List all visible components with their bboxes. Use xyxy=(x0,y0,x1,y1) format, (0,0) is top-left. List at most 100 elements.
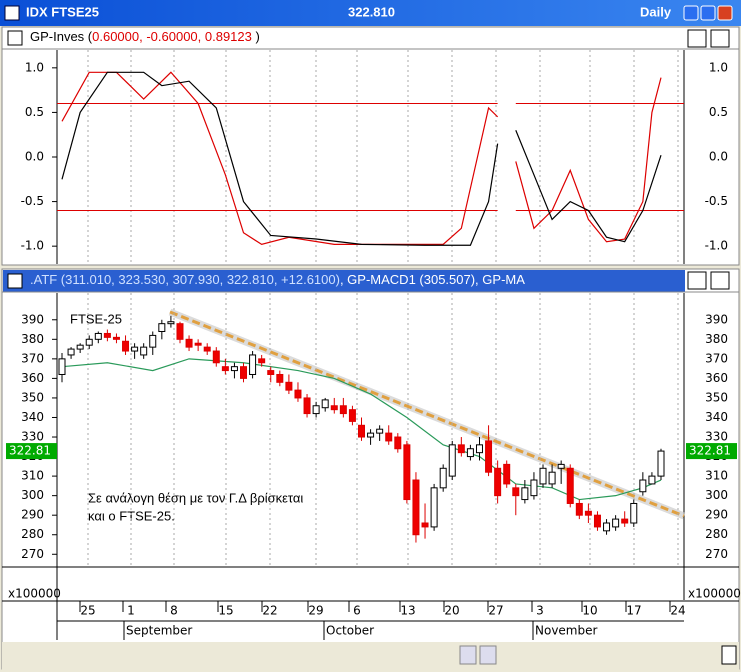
price-header-bg xyxy=(3,270,685,292)
candle-body xyxy=(448,444,456,477)
y-tick-label: 370 xyxy=(705,351,728,365)
candle-body xyxy=(67,348,75,356)
y-tick-label: 1.0 xyxy=(25,60,44,74)
candle-body xyxy=(603,522,611,532)
y-tick-label: 290 xyxy=(21,508,44,522)
oscillator-header: GP-Inves (0.60000, -0.60000, 0.89123 ) xyxy=(30,29,260,44)
candle-body xyxy=(321,399,329,409)
candle-body xyxy=(294,389,302,399)
month-label: November xyxy=(535,624,597,638)
candle-body xyxy=(503,463,511,485)
pane-max-button[interactable] xyxy=(687,29,707,48)
candle-body xyxy=(85,338,93,346)
candle-body xyxy=(648,475,656,485)
volume-unit: x100000 xyxy=(688,587,741,601)
date-label: 27 xyxy=(488,604,503,618)
last-price-label: 322.81 xyxy=(689,444,731,458)
date-label: 6 xyxy=(353,604,361,618)
maximize-button[interactable] xyxy=(700,5,716,21)
date-label: 3 xyxy=(536,604,544,618)
candle-body xyxy=(376,428,384,434)
candle-body xyxy=(303,397,311,415)
candle-body xyxy=(330,405,338,411)
window-period: Daily xyxy=(640,4,672,19)
candle-body xyxy=(312,405,320,415)
y-tick-label: 390 xyxy=(21,312,44,326)
candle-body xyxy=(339,405,347,415)
minimize-button[interactable] xyxy=(683,5,699,21)
candle-body xyxy=(485,440,493,473)
title-bar xyxy=(0,0,741,26)
y-tick-label: 270 xyxy=(21,547,44,561)
date-label: 15 xyxy=(218,604,233,618)
y-tick-label: 270 xyxy=(705,547,728,561)
y-tick-label: 300 xyxy=(21,488,44,502)
date-label: 22 xyxy=(262,604,277,618)
candle-body xyxy=(421,522,429,528)
date-label: 24 xyxy=(670,604,685,618)
atf-header: .ATF (311.010, 323.530, 307.930, 322.810… xyxy=(30,272,340,287)
last-price-label: 322.81 xyxy=(9,444,51,458)
y-tick-label: 350 xyxy=(705,390,728,404)
candle-body xyxy=(466,448,474,458)
y-tick-label: 280 xyxy=(21,527,44,541)
trendline xyxy=(169,310,685,518)
osc-params: 0.60000, -0.60000, 0.89123 xyxy=(92,29,252,44)
month-label: October xyxy=(326,624,374,638)
y-tick-label: -0.5 xyxy=(21,194,44,208)
candle-body xyxy=(584,510,592,516)
y-tick-label: 0.0 xyxy=(25,150,44,164)
candle-body xyxy=(94,332,102,340)
candle-body xyxy=(412,479,420,536)
candle-body xyxy=(521,487,529,501)
osc-black-line xyxy=(61,71,499,246)
osc-name: GP-Inves ( xyxy=(30,29,93,44)
y-tick-label: -1.0 xyxy=(21,239,44,253)
candle-body xyxy=(76,344,84,350)
candle-body xyxy=(158,323,166,332)
candle-body xyxy=(131,346,139,352)
candle-body xyxy=(103,332,111,338)
osc-red-line xyxy=(61,71,499,246)
y-tick-label: 360 xyxy=(21,371,44,385)
candle-body xyxy=(612,518,620,528)
y-tick-label: 370 xyxy=(21,351,44,365)
y-tick-label: 0.0 xyxy=(709,150,728,164)
y-tick-label: 310 xyxy=(21,469,44,483)
ma-line xyxy=(61,358,662,501)
candle-body xyxy=(430,487,438,528)
app-icon xyxy=(4,5,20,21)
close-button[interactable] xyxy=(717,5,733,21)
osc-close: ) xyxy=(252,29,260,44)
y-tick-label: 330 xyxy=(705,430,728,444)
candle-body xyxy=(548,471,556,485)
date-label: 10 xyxy=(582,604,597,618)
annotation: και ο FTSE-25. xyxy=(88,508,175,523)
date-label: 13 xyxy=(400,604,415,618)
osc-red-line xyxy=(515,77,662,243)
candle-body xyxy=(367,432,375,438)
tool-button[interactable] xyxy=(721,645,737,665)
y-tick-label: 340 xyxy=(21,410,44,424)
candle-body xyxy=(630,502,638,524)
pane-close-button[interactable] xyxy=(710,29,730,48)
tool-strip[interactable] xyxy=(510,646,720,664)
osc-black-line xyxy=(515,130,662,243)
candle-body xyxy=(203,346,211,352)
scroll-right[interactable] xyxy=(479,645,497,665)
y-tick-label: 380 xyxy=(705,332,728,346)
price-pane xyxy=(1,268,740,670)
candle-body xyxy=(276,373,284,383)
candle-body xyxy=(140,346,148,356)
y-tick-label: 360 xyxy=(705,371,728,385)
candle-body xyxy=(149,334,157,348)
pane-close-button[interactable] xyxy=(710,271,730,290)
date-label: 8 xyxy=(170,604,178,618)
scroll-left[interactable] xyxy=(459,645,477,665)
pane-max-button[interactable] xyxy=(687,271,707,290)
candle-body xyxy=(176,323,184,340)
candle-body xyxy=(358,424,365,438)
candle-body xyxy=(457,444,465,454)
y-tick-label: 0.5 xyxy=(25,105,44,119)
candle-body xyxy=(348,409,356,422)
